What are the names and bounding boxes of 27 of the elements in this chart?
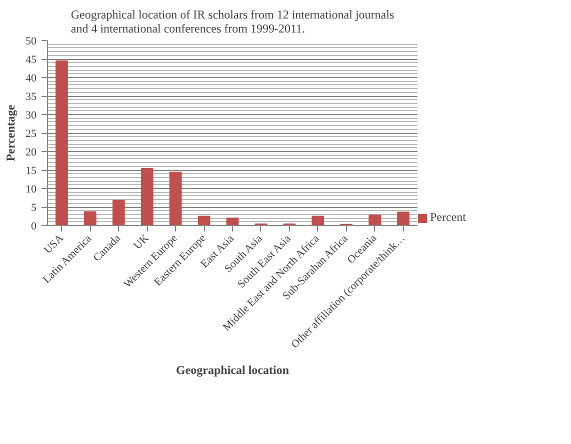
bar bbox=[140, 168, 154, 226]
y-tick-label: 25 bbox=[26, 128, 37, 140]
bar bbox=[112, 200, 125, 226]
bar bbox=[169, 172, 182, 226]
y-tick-label: 35 bbox=[26, 91, 37, 103]
bar bbox=[368, 214, 381, 226]
bar bbox=[397, 212, 410, 226]
bar bbox=[312, 216, 324, 226]
y-tick-label: 50 bbox=[26, 36, 37, 48]
bar bbox=[226, 218, 239, 226]
y-tick-label: 20 bbox=[26, 146, 37, 158]
bar bbox=[56, 60, 68, 226]
y-tick-label: 10 bbox=[26, 184, 37, 196]
x-axis-title: Geographical location bbox=[176, 362, 290, 377]
y-tick-label: 40 bbox=[26, 72, 37, 84]
chart-title: Geographical location of IR scholars from 12 international journals and 4 international conferences from 1999-2011. bbox=[70, 8, 394, 36]
y-tick-label: 5 bbox=[31, 202, 37, 214]
x-tick-label: UK bbox=[132, 232, 152, 252]
y-tick-label: 0 bbox=[31, 220, 37, 232]
y-axis-title: Percentage bbox=[4, 104, 18, 162]
y-tick-label: 30 bbox=[26, 110, 37, 122]
y-tick-label: 45 bbox=[26, 54, 37, 66]
x-tick-label: USA bbox=[42, 232, 66, 256]
y-tick-label: 15 bbox=[26, 165, 37, 177]
legend-label: Percent bbox=[430, 210, 466, 225]
bar bbox=[198, 216, 210, 226]
bar bbox=[84, 211, 96, 226]
